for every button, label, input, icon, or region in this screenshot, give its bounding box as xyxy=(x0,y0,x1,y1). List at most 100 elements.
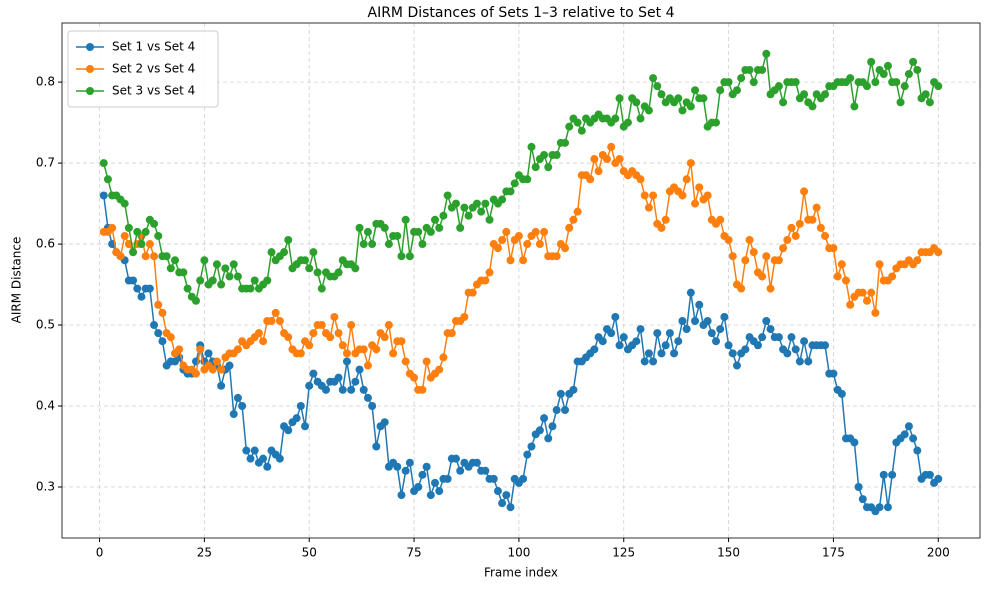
data-point xyxy=(171,256,180,265)
data-point xyxy=(292,414,301,423)
data-point xyxy=(464,211,473,220)
data-point xyxy=(783,236,792,245)
data-point xyxy=(791,78,800,87)
data-point xyxy=(158,308,167,317)
data-point xyxy=(573,207,582,216)
data-point xyxy=(225,272,234,281)
data-point xyxy=(250,276,259,285)
data-point xyxy=(397,252,406,261)
data-point xyxy=(619,333,628,342)
data-point xyxy=(372,345,381,354)
data-point xyxy=(712,337,721,346)
data-point xyxy=(116,252,125,261)
data-point xyxy=(674,337,683,346)
data-point xyxy=(829,244,838,253)
data-point xyxy=(795,357,804,366)
data-point xyxy=(397,491,406,500)
x-tick-label: 75 xyxy=(406,546,421,560)
data-point xyxy=(682,175,691,184)
data-point xyxy=(552,252,561,261)
data-point xyxy=(334,268,343,277)
data-point xyxy=(665,329,674,338)
data-point xyxy=(233,272,242,281)
data-point xyxy=(351,264,360,273)
data-point xyxy=(913,65,922,74)
data-point xyxy=(766,325,775,334)
data-point xyxy=(334,329,343,338)
data-point xyxy=(644,349,653,358)
data-point xyxy=(242,446,251,455)
data-point xyxy=(879,70,888,79)
data-point xyxy=(137,292,146,301)
data-point xyxy=(418,385,427,394)
data-point xyxy=(934,82,943,91)
data-point xyxy=(435,487,444,496)
data-point xyxy=(317,321,326,330)
data-point xyxy=(162,252,171,261)
data-point xyxy=(561,138,570,147)
data-point xyxy=(737,284,746,293)
data-point xyxy=(649,357,658,366)
data-point xyxy=(380,223,389,232)
data-point xyxy=(753,341,762,350)
data-point xyxy=(892,78,901,87)
data-point xyxy=(212,357,221,366)
data-point xyxy=(485,215,494,224)
data-point xyxy=(418,240,427,249)
data-point xyxy=(577,126,586,135)
x-tick-label: 0 xyxy=(96,546,104,560)
data-point xyxy=(846,300,855,309)
data-point xyxy=(217,381,226,390)
data-point xyxy=(145,240,154,249)
data-point xyxy=(506,503,515,512)
data-point xyxy=(384,321,393,330)
data-point xyxy=(640,191,649,200)
y-axis-label: AIRM Distance xyxy=(10,237,24,324)
y-tick-label: 0.4 xyxy=(36,399,55,413)
data-point xyxy=(275,454,284,463)
data-point xyxy=(888,470,897,479)
data-point xyxy=(774,333,783,342)
data-point xyxy=(766,284,775,293)
data-point xyxy=(259,337,268,346)
data-point xyxy=(615,155,624,164)
data-point xyxy=(137,240,146,249)
data-point xyxy=(150,252,159,261)
data-point xyxy=(888,272,897,281)
data-point xyxy=(129,276,138,285)
data-point xyxy=(762,49,771,58)
data-point xyxy=(527,142,536,151)
data-point xyxy=(451,454,460,463)
data-point xyxy=(284,426,293,435)
data-point xyxy=(150,219,159,228)
data-point xyxy=(535,426,544,435)
data-point xyxy=(565,223,574,232)
data-point xyxy=(313,268,322,277)
data-point xyxy=(158,337,167,346)
data-point xyxy=(837,389,846,398)
data-point xyxy=(414,227,423,236)
data-point xyxy=(879,470,888,479)
data-point xyxy=(732,361,741,370)
legend-marker xyxy=(86,87,94,95)
data-point xyxy=(456,223,465,232)
data-point xyxy=(737,74,746,83)
data-point xyxy=(716,86,725,95)
data-point xyxy=(904,70,913,79)
data-point xyxy=(850,102,859,111)
data-point xyxy=(561,406,570,415)
data-point xyxy=(275,316,284,325)
data-point xyxy=(523,175,532,184)
data-point xyxy=(330,312,339,321)
data-point xyxy=(103,175,112,184)
data-point xyxy=(783,349,792,358)
data-point xyxy=(208,276,217,285)
data-point xyxy=(728,349,737,358)
data-point xyxy=(821,341,830,350)
data-point xyxy=(368,240,377,249)
data-point xyxy=(414,482,423,491)
data-point xyxy=(129,248,138,257)
data-point xyxy=(238,402,247,411)
data-point xyxy=(233,393,242,402)
data-point xyxy=(166,333,175,342)
